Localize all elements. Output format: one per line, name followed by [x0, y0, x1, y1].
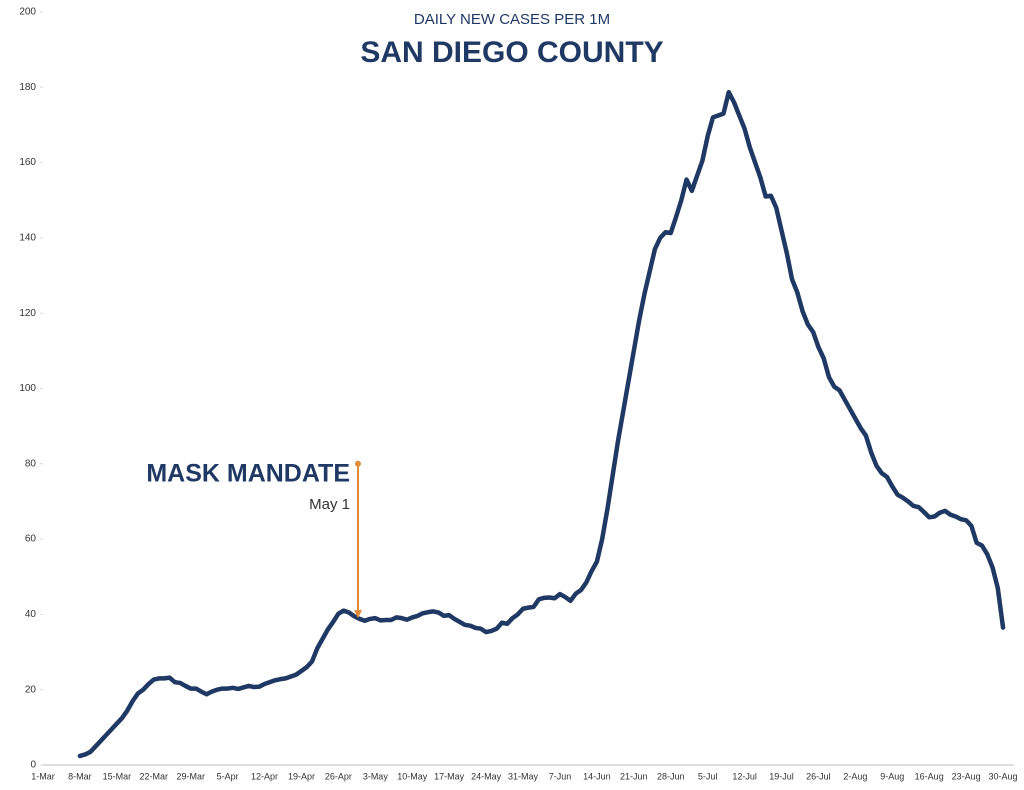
- y-tick-label: 40: [25, 609, 37, 620]
- x-tick-label: 7-Jun: [549, 771, 572, 781]
- y-tick-label: 200: [19, 7, 36, 18]
- x-tick-label: 14-Jun: [583, 771, 611, 781]
- x-tick-label: 3-May: [363, 771, 389, 781]
- y-tick-label: 20: [25, 684, 37, 695]
- chart-subtitle: SAN DIEGO COUNTY: [360, 36, 663, 69]
- y-tick-label: 60: [25, 534, 37, 545]
- y-tick-label: 120: [19, 308, 36, 319]
- x-tick-label: 9-Aug: [880, 771, 904, 781]
- annotation-subtext: May 1: [309, 496, 350, 513]
- x-tick-label: 19-Apr: [288, 771, 315, 781]
- x-tick-label: 12-Apr: [251, 771, 278, 781]
- x-tick-label: 22-Mar: [140, 771, 169, 781]
- x-tick-label: 16-Aug: [915, 771, 944, 781]
- y-tick-label: 0: [30, 760, 36, 771]
- x-tick-label: 21-Jun: [620, 771, 648, 781]
- annotation-text: MASK MANDATE: [146, 460, 350, 488]
- x-tick-label: 15-Mar: [103, 771, 132, 781]
- y-tick-label: 180: [19, 82, 36, 93]
- chart-title: DAILY NEW CASES PER 1M: [414, 11, 610, 28]
- x-tick-label: 23-Aug: [952, 771, 981, 781]
- x-tick-label: 2-Aug: [843, 771, 867, 781]
- x-tick-label: 28-Jun: [657, 771, 685, 781]
- x-tick-label: 26-Apr: [325, 771, 352, 781]
- x-tick-label: 30-Aug: [989, 771, 1018, 781]
- annotation-dot: [355, 460, 361, 467]
- x-tick-label: 5-Apr: [217, 771, 239, 781]
- x-tick-label: 31-May: [508, 771, 539, 781]
- x-tick-label: 10-May: [397, 771, 428, 781]
- y-tick-label: 140: [19, 233, 36, 244]
- y-tick-label: 160: [19, 157, 36, 168]
- x-tick-label: 19-Jul: [769, 771, 794, 781]
- x-tick-label: 24-May: [471, 771, 502, 781]
- x-tick-label: 12-Jul: [732, 771, 757, 781]
- annotation-arrowhead: [354, 610, 362, 619]
- x-tick-label: 26-Jul: [806, 771, 831, 781]
- x-tick-label: 5-Jul: [698, 771, 718, 781]
- x-tick-label: 17-May: [434, 771, 465, 781]
- data-line: [77, 89, 1006, 759]
- y-tick-label: 100: [19, 383, 36, 394]
- x-tick-label: 29-Mar: [176, 771, 205, 781]
- x-tick-label: 8-Mar: [68, 771, 92, 781]
- x-tick-label: 1-Mar: [31, 771, 55, 781]
- y-tick-label: 80: [25, 458, 37, 469]
